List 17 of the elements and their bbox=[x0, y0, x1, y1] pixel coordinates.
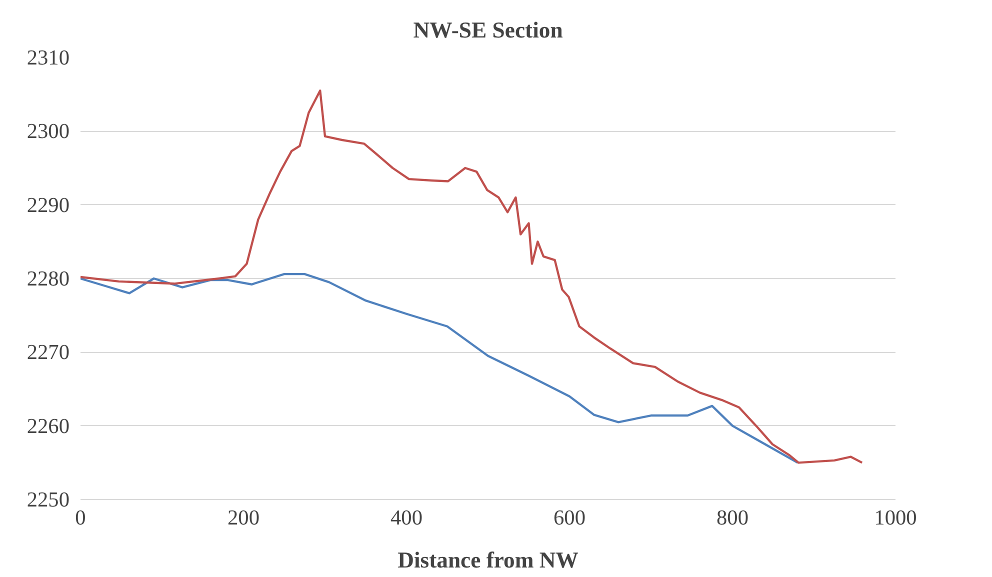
line-series bbox=[80, 90, 864, 464]
line-series bbox=[80, 272, 799, 464]
x-tick-label: 1000 bbox=[874, 506, 917, 530]
y-tick-label: 2290 bbox=[26, 192, 70, 217]
x-tick-label: 0 bbox=[75, 506, 86, 530]
y-tick-label: 2250 bbox=[26, 488, 70, 512]
y-tick-label: 2310 bbox=[26, 46, 70, 70]
x-tick-label: 800 bbox=[716, 506, 749, 530]
y-tick-label: 2260 bbox=[26, 414, 70, 438]
chart-title: NW-SE Section bbox=[413, 18, 564, 42]
x-tick-label: 200 bbox=[228, 506, 260, 530]
y-tick-label: 2270 bbox=[26, 340, 70, 364]
y-tick-label: 2300 bbox=[26, 119, 70, 144]
y-tick-label: 2280 bbox=[26, 266, 70, 290]
x-axis-title: Distance from NW bbox=[398, 548, 579, 572]
x-tick-label: 400 bbox=[390, 506, 423, 530]
x-tick-label: 600 bbox=[554, 506, 586, 530]
